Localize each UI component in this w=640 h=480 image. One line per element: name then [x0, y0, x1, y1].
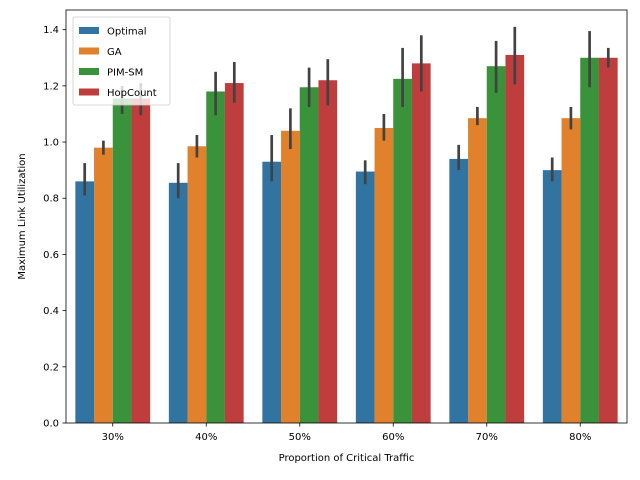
bar-ga-30pct [94, 147, 113, 423]
legend-label-hopcount: HopCount [107, 88, 157, 99]
bar-pim-sm-80pct [580, 57, 599, 424]
y-tick-label: 0.8 [43, 194, 59, 205]
x-axis-ticks: 30% 40% 50% 60% 70% 80% [102, 423, 591, 443]
bar-hopcount-80pct [598, 57, 618, 424]
bar-optimal-50pct [262, 161, 282, 423]
bar-optimal-30pct [75, 181, 95, 423]
y-axis-label: Maximum Link Utilization [17, 153, 28, 279]
bar-optimal-60pct [355, 171, 375, 423]
bar-pim-sm-60pct [393, 78, 412, 423]
bar-pim-sm-30pct [112, 98, 132, 423]
legend-swatch-optimal [79, 27, 99, 34]
x-tick-label: 80% [569, 432, 591, 443]
bar-ga-40pct [187, 146, 207, 423]
legend-swatch-hopcount [79, 88, 99, 96]
legend-label-optimal: Optimal [107, 27, 147, 38]
y-tick-label: 0.4 [43, 306, 59, 317]
legend-label-ga: GA [107, 47, 122, 58]
legend-label-pim-sm: PIM-SM [107, 68, 143, 79]
bar-optimal-80pct [542, 170, 562, 423]
bar-hopcount-50pct [318, 80, 338, 423]
x-tick-label: 40% [195, 432, 217, 443]
bar-ga-60pct [374, 128, 394, 423]
bar-hopcount-40pct [224, 83, 244, 424]
x-tick-label: 60% [382, 432, 404, 443]
bar-ga-70pct [468, 118, 487, 424]
bar-ga-50pct [281, 130, 300, 424]
x-axis-label: Proportion of Critical Traffic [279, 453, 415, 464]
legend-box [72, 16, 171, 106]
y-tick-label: 1.4 [43, 25, 59, 36]
y-tick-label: 0.6 [43, 250, 59, 261]
bar-pim-sm-50pct [299, 87, 319, 423]
bar-hopcount-60pct [411, 63, 431, 423]
y-tick-label: 1.2 [43, 81, 59, 92]
y-tick-label: 1.0 [43, 138, 59, 149]
bar-hopcount-70pct [505, 54, 525, 423]
bar-hopcount-30pct [131, 98, 151, 423]
bar-pim-sm-40pct [206, 91, 225, 423]
y-axis-ticks: 0.0 0.2 0.4 0.6 0.8 1.0 1.2 1.4 [43, 25, 66, 430]
legend: Optimal GA PIM-SM HopCount [72, 16, 171, 106]
plot-frame [65, 9, 628, 424]
x-tick-label: 30% [102, 432, 124, 443]
x-tick-label: 70% [476, 432, 498, 443]
x-tick-label: 50% [289, 432, 311, 443]
bars-layer [75, 54, 618, 424]
bar-ga-80pct [561, 118, 581, 424]
bar-optimal-40pct [168, 182, 188, 423]
axes: 0.0 0.2 0.4 0.6 0.8 1.0 1.2 1.4 30% 40% 50% 60% 70%… [17, 9, 628, 464]
legend-swatch-ga [79, 47, 99, 55]
y-tick-label: 0.0 [43, 419, 59, 430]
bar-optimal-70pct [449, 158, 469, 423]
bar-pim-sm-70pct [486, 66, 506, 423]
legend-swatch-pim-sm [79, 68, 99, 75]
y-tick-label: 0.2 [43, 362, 59, 373]
